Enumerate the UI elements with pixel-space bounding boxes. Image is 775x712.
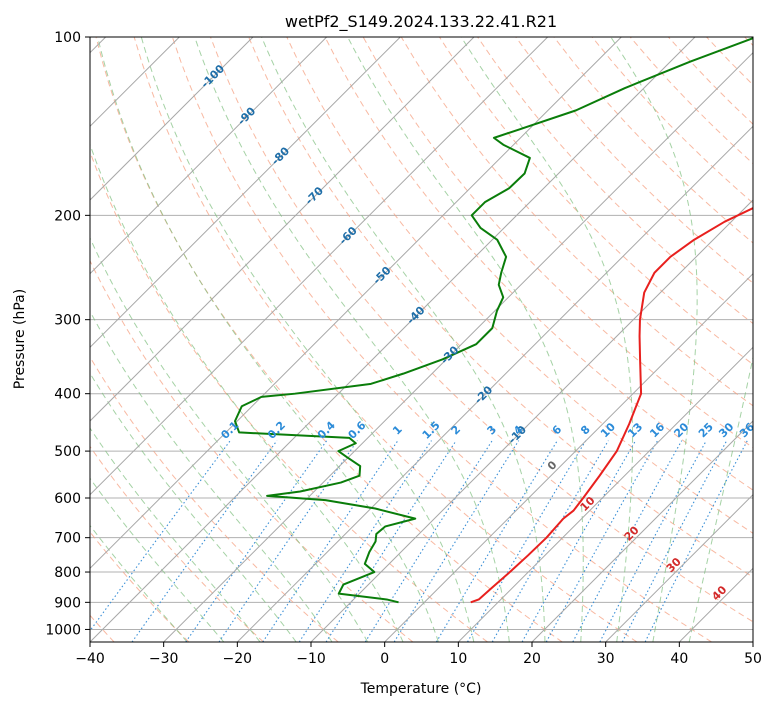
- y-tick-label: 600: [54, 491, 81, 507]
- x-tick-label: −30: [149, 651, 179, 667]
- x-tick-label: 20: [523, 651, 541, 667]
- y-tick-label: 400: [54, 387, 81, 403]
- x-tick-label: −10: [296, 651, 326, 667]
- y-tick-label: 700: [54, 531, 81, 547]
- x-tick-label: 30: [597, 651, 615, 667]
- x-tick-label: 40: [670, 651, 688, 667]
- y-tick-label: 900: [54, 595, 81, 611]
- x-tick-label: 50: [744, 651, 762, 667]
- y-axis-label: Pressure (hPa): [12, 289, 28, 389]
- x-tick-label: 10: [449, 651, 467, 667]
- y-tick-label: 500: [54, 444, 81, 460]
- y-tick-label: 1000: [45, 622, 81, 638]
- y-tick-label: 300: [54, 313, 81, 329]
- y-tick-label: 800: [54, 565, 81, 581]
- x-axis-label: Temperature (°C): [360, 681, 482, 697]
- chart-title: wetPf2_S149.2024.133.22.41.R21: [285, 12, 557, 32]
- x-tick-label: 0: [380, 651, 389, 667]
- x-tick-label: −20: [223, 651, 253, 667]
- y-tick-label: 100: [54, 30, 81, 46]
- y-tick-label: 200: [54, 208, 81, 224]
- x-tick-label: −40: [75, 651, 105, 667]
